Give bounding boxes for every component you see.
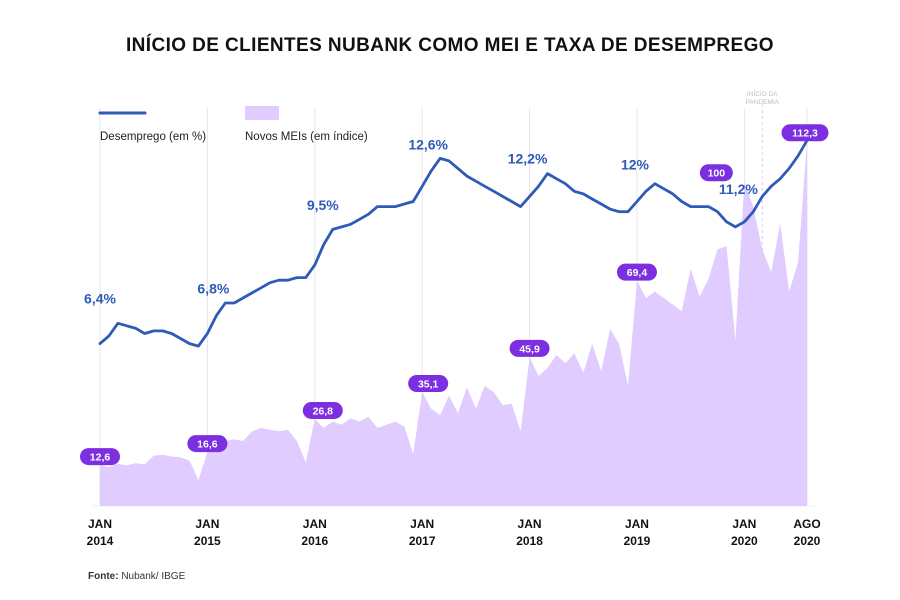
chart-title: INÍCIO DE CLIENTES NUBANK COMO MEI E TAX… xyxy=(126,35,774,56)
x-tick-label-line: 2018 xyxy=(516,534,543,548)
x-tick-label-line: JAN xyxy=(732,517,756,531)
mei-value-label: 35,1 xyxy=(418,378,439,390)
legend-label-unemployment: Desemprego (em %) xyxy=(100,131,206,143)
unemployment-value-label: 9,5% xyxy=(307,197,339,213)
pandemic-marker: INÍCIO DA PANDEMIA xyxy=(746,89,780,506)
x-tick-label-line: 2017 xyxy=(409,534,436,548)
x-tick-label-line: JAN xyxy=(195,517,219,531)
mei-value-badge xyxy=(781,124,829,142)
unemployment-line xyxy=(98,139,809,348)
x-tick-label-line: JAN xyxy=(303,517,327,531)
mei-value-badge xyxy=(80,448,120,466)
pandemic-label: INÍCIO DA PANDEMIA xyxy=(746,89,780,106)
mei-value-label: 112,3 xyxy=(792,128,818,140)
x-tick-label: JAN 2018 xyxy=(516,517,543,548)
x-tick-label-line: 2019 xyxy=(624,534,651,548)
x-tick-label: JAN 2020 xyxy=(731,517,758,548)
x-tick-label: JAN 2016 xyxy=(301,517,328,548)
mei-value-label: 26,8 xyxy=(313,405,334,417)
mei-value-label: 12,6 xyxy=(90,452,111,464)
mei-value-label: 45,9 xyxy=(519,343,540,355)
mei-value-badge xyxy=(509,339,550,357)
mei-area xyxy=(100,141,807,506)
mei-value-label: 16,6 xyxy=(197,439,218,451)
x-tick-label-line: 2014 xyxy=(87,534,114,548)
data-labels: 6,4%6,8%9,5%12,6%12,2%12%11,2%14,4%12,61… xyxy=(80,123,829,466)
x-tick-label-line: 2020 xyxy=(731,534,758,548)
unemployment-value-label: 12,6% xyxy=(408,136,448,152)
mei-value-badge xyxy=(699,164,733,182)
x-tick-label: JAN 2017 xyxy=(409,517,436,548)
mei-area-fill xyxy=(100,141,807,506)
legend-label-mei: Novos MEIs (em índice) xyxy=(245,131,368,143)
x-tick-label-line: JAN xyxy=(410,517,434,531)
legend: Desemprego (em %) Novos MEIs (em índice) xyxy=(98,106,368,143)
x-tick-label: JAN 2014 xyxy=(87,517,114,548)
x-tick-label-line: AGO xyxy=(793,517,820,531)
mei-value-badge xyxy=(187,435,228,453)
x-axis: JAN 2014 JAN 2015 JAN 2016 JAN 2017 JAN 2018 JAN 20… xyxy=(87,517,821,548)
x-tick-label: JAN 2019 xyxy=(624,517,651,548)
pandemic-label-line: INÍCIO DA xyxy=(747,89,778,98)
unemployment-value-label: 6,8% xyxy=(197,280,229,296)
x-tick-label-line: 2020 xyxy=(794,534,821,548)
legend-area-swatch xyxy=(245,106,279,120)
unemployment-line-path xyxy=(98,139,809,348)
source-note: Fonte: Nubank/ IBGE xyxy=(88,571,185,582)
unemployment-value-label: 12,2% xyxy=(508,150,548,166)
x-tick-label-line: 2015 xyxy=(194,534,221,548)
x-tick-label-line: JAN xyxy=(625,517,649,531)
source-text: Nubank/ IBGE xyxy=(121,571,186,582)
x-tick-label: AGO 2020 xyxy=(793,517,820,548)
mei-value-badge xyxy=(616,263,657,281)
x-tick-label: JAN 2015 xyxy=(194,517,221,548)
mei-value-badge xyxy=(302,401,343,419)
mei-value-label: 69,4 xyxy=(627,267,648,279)
pandemic-label-line: PANDEMIA xyxy=(746,99,780,106)
unemployment-value-label: 11,2% xyxy=(719,181,758,197)
x-tick-label-line: 2016 xyxy=(301,534,328,548)
x-tick-label-line: JAN xyxy=(518,517,542,531)
source-label: Fonte: xyxy=(88,571,119,582)
x-tick-label-line: JAN xyxy=(88,517,112,531)
unemployment-value-label: 12% xyxy=(621,157,650,173)
unemployment-value-label: 6,4% xyxy=(84,291,116,307)
mei-value-badge xyxy=(408,374,449,392)
mei-value-label: 100 xyxy=(708,168,726,180)
